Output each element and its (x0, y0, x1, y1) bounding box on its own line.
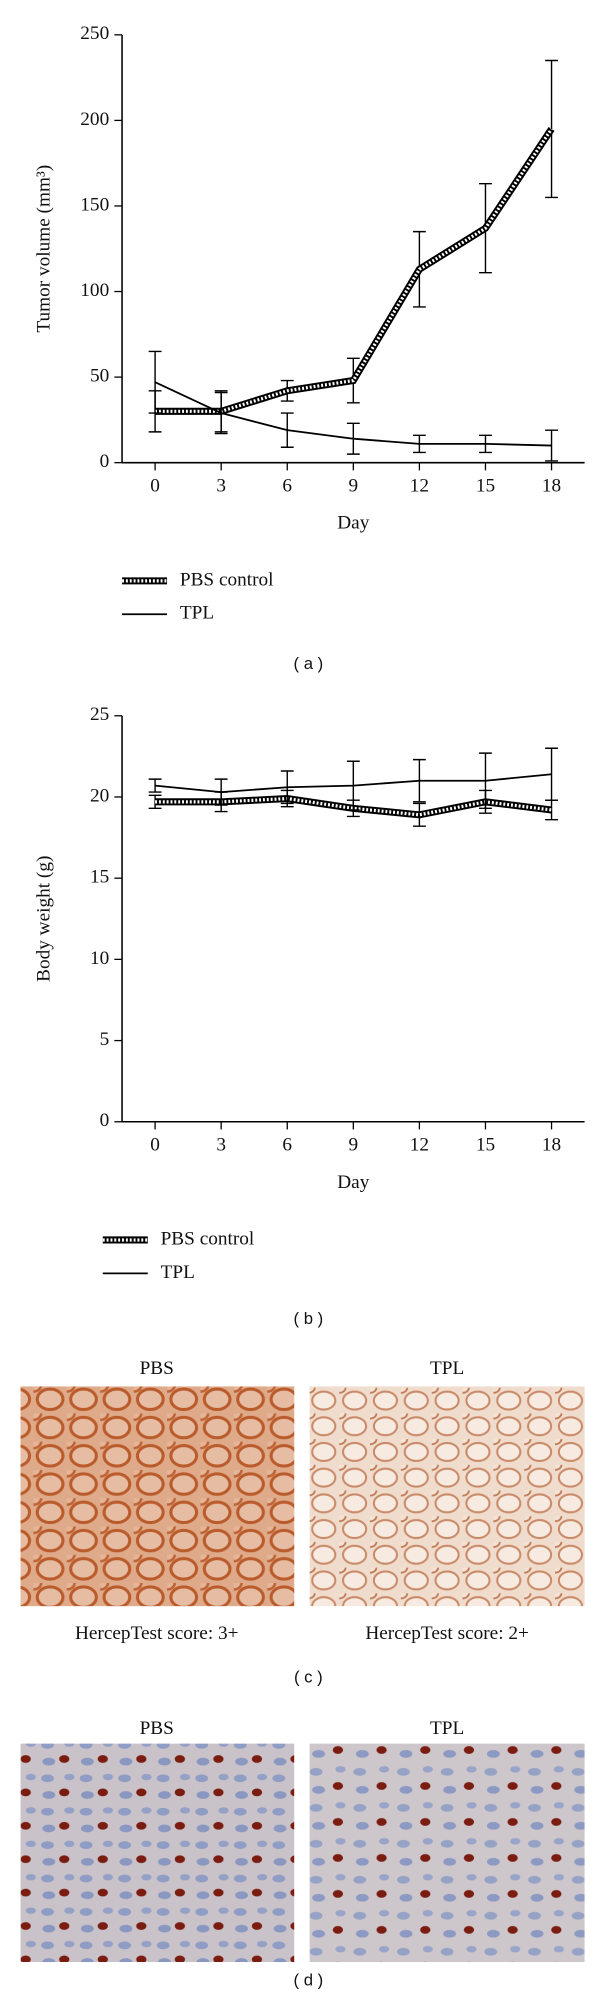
image-title: PBS (140, 1718, 174, 1739)
x-tick-label: 9 (348, 1135, 358, 1156)
ihc-image (309, 1386, 585, 1607)
ihc-image (20, 1386, 295, 1607)
panel-caption: ( b ) (294, 1309, 324, 1328)
x-tick-label: 12 (410, 476, 429, 497)
error-bar (545, 747, 558, 801)
y-tick-label: 0 (100, 1110, 110, 1131)
ihc-image (20, 1743, 295, 1963)
error-bar (148, 778, 162, 793)
y-tick-label: 0 (100, 451, 110, 472)
y-tick-label: 25 (90, 704, 109, 725)
y-tick-label: 50 (90, 366, 109, 387)
x-tick-label: 6 (282, 476, 292, 497)
y-tick-label: 10 (90, 948, 109, 969)
ihc-image-tint (20, 1386, 295, 1607)
ihc-image (309, 1743, 585, 1963)
x-tick-label: 15 (476, 476, 495, 497)
x-tick-label: 3 (216, 1135, 226, 1156)
x-axis-title: Day (337, 513, 369, 534)
error-bar (545, 429, 558, 462)
y-tick-label: 5 (100, 1029, 110, 1050)
image-title: TPL (430, 1358, 464, 1379)
x-tick-label: 15 (476, 1135, 495, 1156)
x-tick-label: 18 (542, 1135, 561, 1156)
y-tick-label: 150 (80, 194, 109, 215)
legend-label: TPL (161, 1262, 195, 1283)
x-tick-label: 0 (150, 476, 160, 497)
legend-label: PBS control (180, 569, 274, 590)
y-axis-title: Tumor volume (mm³) (33, 165, 54, 333)
panel-caption: ( c ) (294, 1667, 323, 1686)
panel-caption: ( a ) (294, 654, 324, 673)
y-tick-label: 200 (80, 109, 109, 130)
error-bar (148, 794, 162, 810)
legend-label: TPL (180, 603, 214, 624)
image-title: TPL (430, 1718, 464, 1739)
x-tick-label: 18 (542, 476, 561, 497)
y-tick-label: 15 (90, 867, 109, 888)
x-tick-label: 0 (150, 1135, 160, 1156)
y-axis-title: Body weight (g) (33, 856, 54, 982)
image-title: PBS (140, 1358, 174, 1379)
x-tick-label: 3 (216, 476, 226, 497)
panel-caption: ( d ) (294, 1971, 324, 1990)
data-line (154, 381, 552, 447)
x-tick-label: 12 (410, 1135, 429, 1156)
error-bar (545, 59, 558, 199)
legend-label: PBS control (161, 1228, 255, 1249)
y-tick-label: 20 (90, 785, 109, 806)
y-tick-label: 250 (80, 23, 109, 44)
image-score: HercepTest score: 3+ (75, 1623, 239, 1644)
x-tick-label: 9 (348, 476, 358, 497)
x-tick-label: 6 (282, 1135, 292, 1156)
error-bar (148, 350, 162, 414)
y-tick-label: 100 (80, 280, 109, 301)
image-score: HercepTest score: 2+ (365, 1623, 529, 1644)
data-line (155, 773, 552, 794)
x-axis-title: Day (337, 1172, 369, 1193)
